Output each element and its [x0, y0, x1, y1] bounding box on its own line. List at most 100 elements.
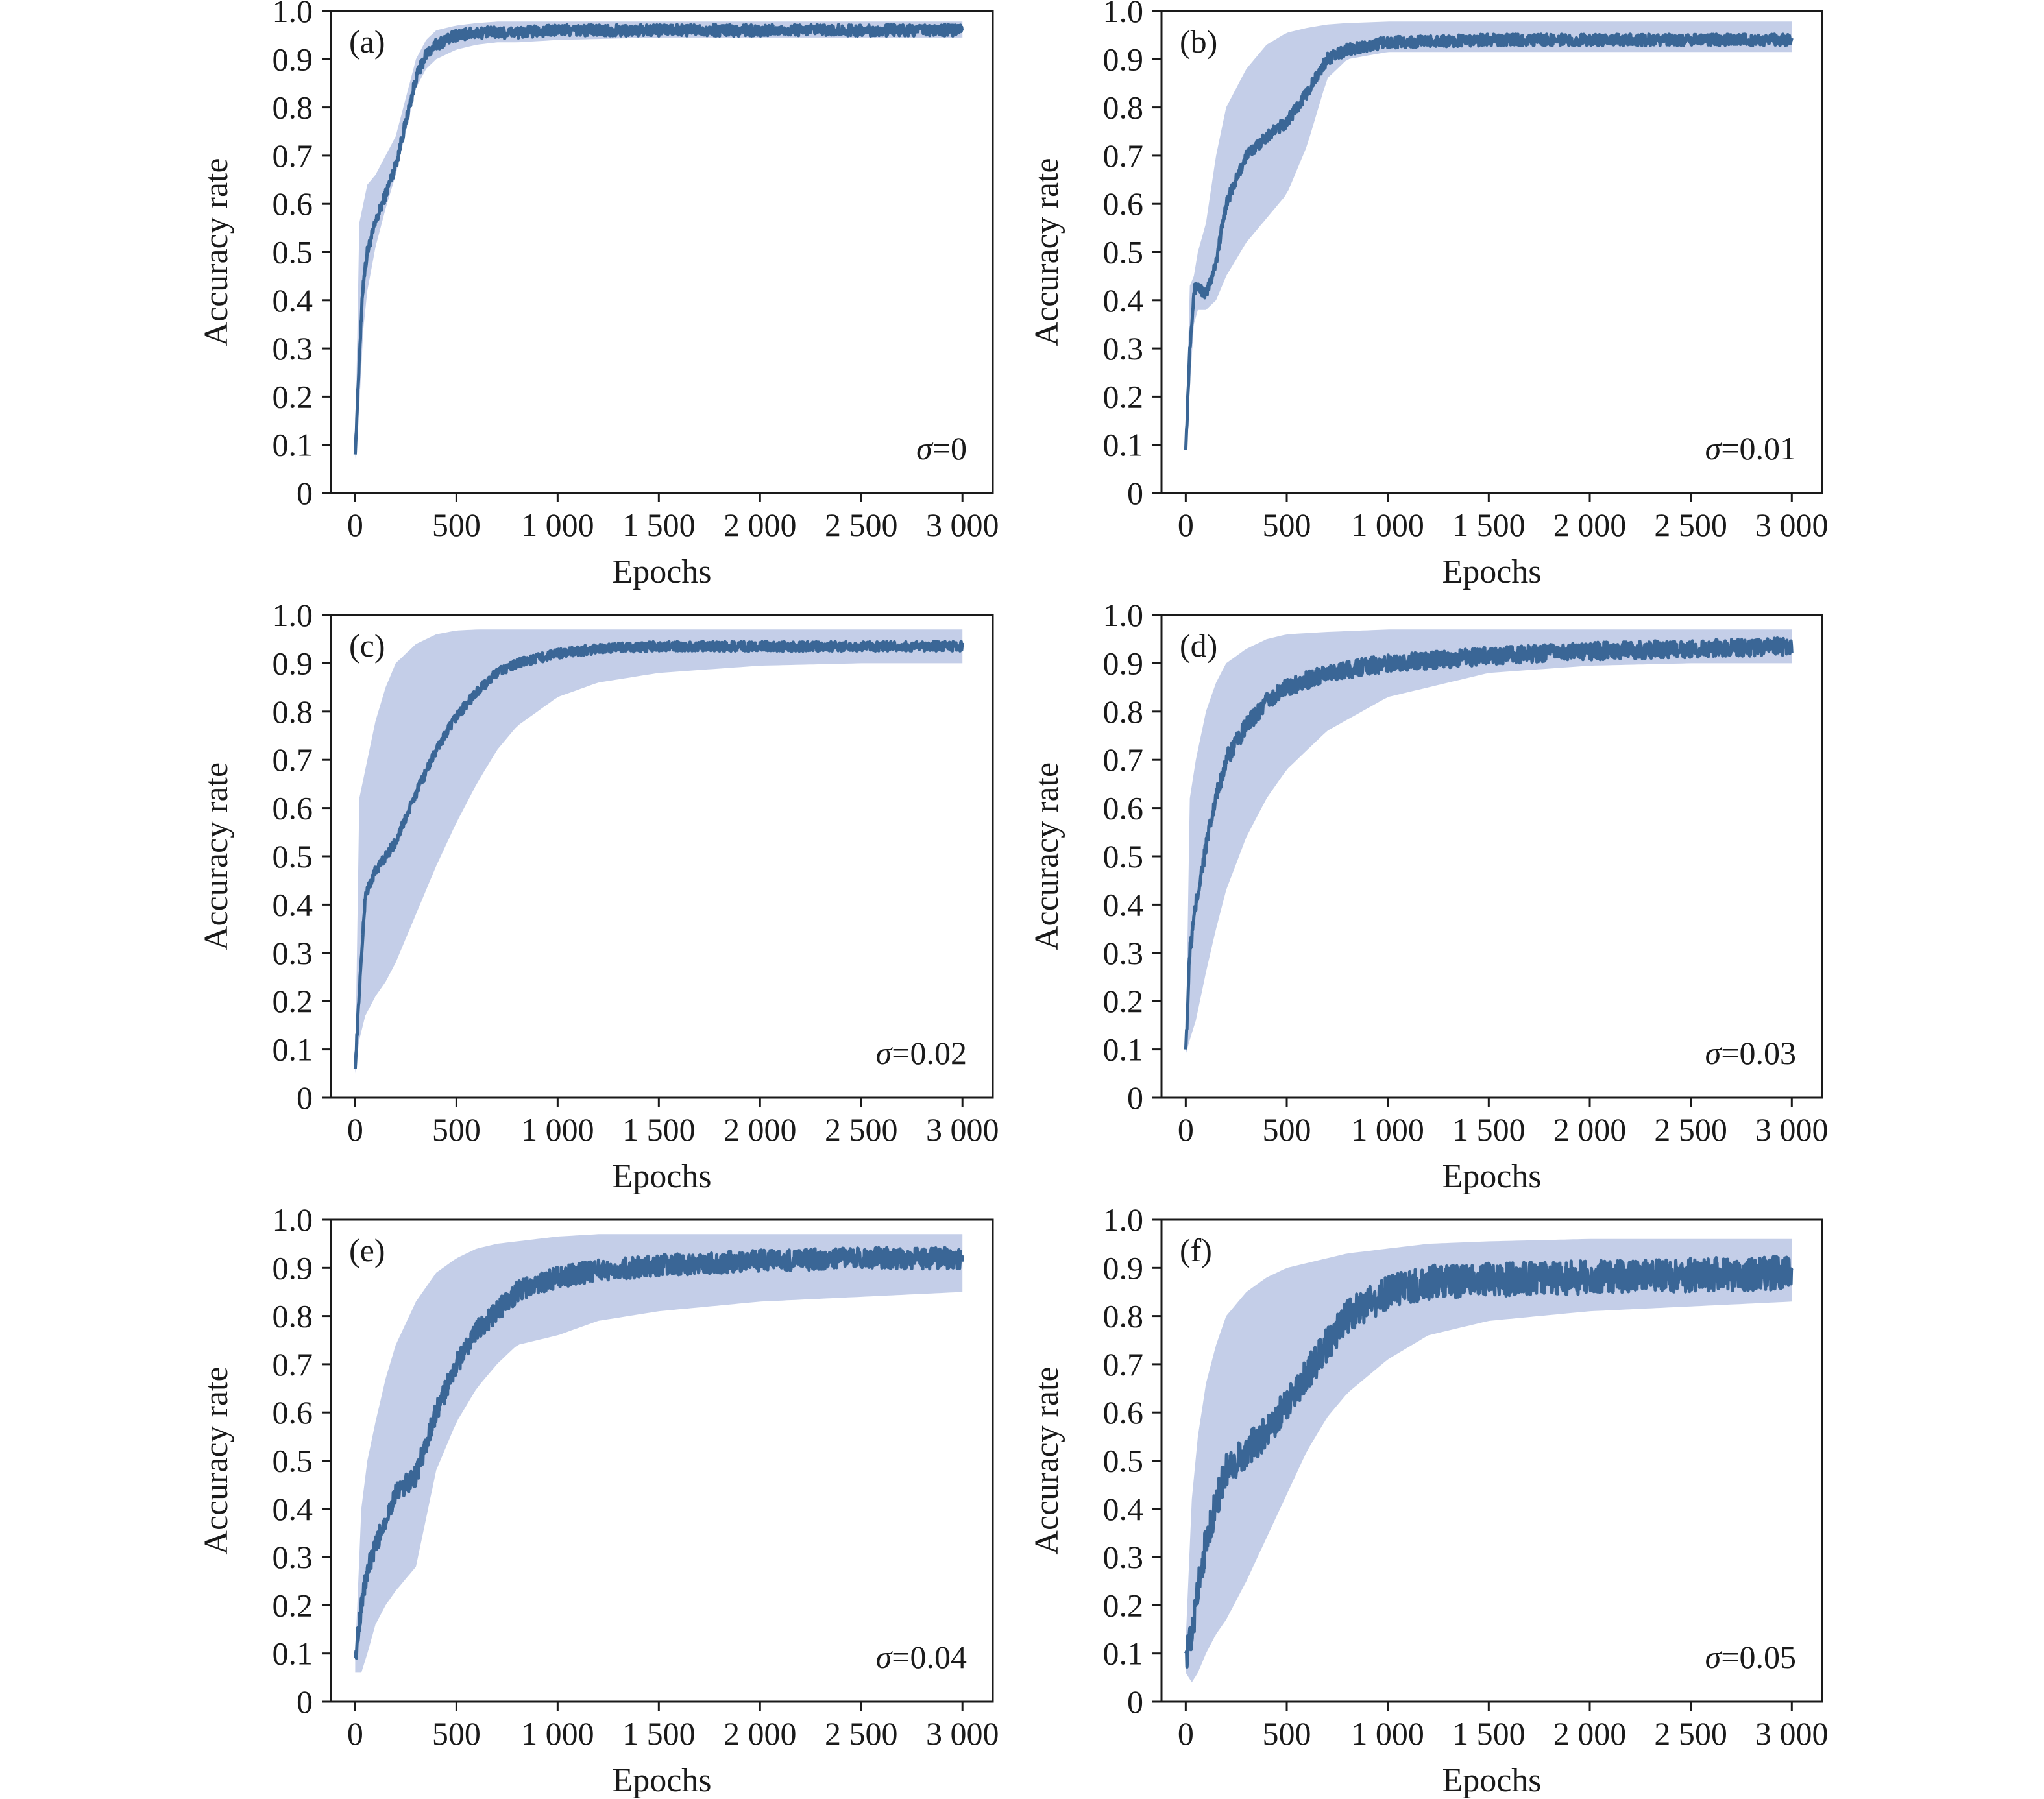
confidence-band	[1186, 629, 1792, 1054]
y-tick-label: 1.0	[273, 1201, 313, 1238]
panel-label: (a)	[349, 23, 385, 60]
y-tick-label: 0.7	[1103, 1346, 1144, 1382]
y-tick-label: 0.3	[1103, 1539, 1144, 1575]
accuracy-line	[1184, 32, 1794, 450]
y-tick-label: 0.1	[273, 427, 313, 463]
y-axis-title: Accuracy rate	[198, 158, 235, 346]
y-axis-title: Accuracy rate	[1028, 762, 1065, 950]
y-tick-label: 0.7	[273, 138, 313, 174]
y-axis-title: Accuracy rate	[1028, 158, 1065, 346]
y-tick-label: 0	[297, 1080, 313, 1116]
confidence-band	[355, 21, 963, 460]
y-tick-label: 0	[1127, 1080, 1143, 1116]
x-tick-label: 0	[1178, 1111, 1194, 1148]
y-axis-title: Accuracy rate	[1028, 1366, 1065, 1554]
chart-panel-3: 0 500 1 000 1 500 2 000 2 500 3 000 0 0.1 0.2 0.3 0…	[198, 597, 999, 1195]
y-tick-label: 0.4	[1103, 1491, 1144, 1527]
y-tick-label: 0.1	[273, 1636, 313, 1672]
y-tick-label: 0.2	[1103, 1587, 1144, 1623]
accuracy-line	[353, 23, 964, 455]
y-tick-label: 0.5	[1103, 234, 1144, 271]
y-tick-label: 0.3	[273, 935, 313, 971]
x-tick-label: 2 000	[724, 507, 797, 543]
y-tick-label: 0.3	[1103, 330, 1144, 367]
y-tick-label: 0.2	[273, 1587, 313, 1623]
x-axis-title: Epochs	[1442, 553, 1541, 590]
x-tick-label: 500	[432, 1715, 481, 1752]
y-tick-label: 1.0	[1103, 1201, 1144, 1238]
y-tick-label: 0.9	[273, 1250, 313, 1286]
x-tick-label: 2 500	[825, 1715, 898, 1752]
accuracy-line	[353, 1246, 964, 1660]
y-axis-title: Accuracy rate	[198, 1366, 235, 1554]
x-tick-label: 1 500	[1452, 1715, 1526, 1752]
x-tick-label: 2 000	[1553, 507, 1627, 543]
accuracy-line	[1184, 636, 1794, 1050]
y-tick-label: 0.6	[273, 186, 313, 222]
x-tick-label: 500	[1263, 507, 1311, 543]
x-tick-label: 3 000	[926, 1111, 999, 1148]
y-tick-label: 0.4	[1103, 886, 1144, 923]
sigma-annotation: σ=0.04	[876, 1639, 967, 1675]
x-axis-title: Epochs	[1442, 1158, 1541, 1195]
sigma-annotation: σ=0.05	[1705, 1639, 1796, 1675]
y-tick-label: 0.2	[1103, 983, 1144, 1019]
y-tick-label: 0.6	[273, 790, 313, 827]
y-tick-label: 0	[297, 1684, 313, 1720]
y-tick-label: 0.1	[273, 1032, 313, 1068]
y-tick-label: 0.2	[273, 378, 313, 415]
x-tick-label: 500	[1263, 1111, 1311, 1148]
y-tick-label: 0.8	[273, 694, 313, 730]
chart-panel-5: 0 500 1 000 1 500 2 000 2 500 3 000 0 0.1 0.2 0.3 0…	[198, 1201, 999, 1799]
x-tick-label: 2 000	[724, 1111, 797, 1148]
x-tick-label: 2 500	[825, 1111, 898, 1148]
x-axis-title: Epochs	[612, 1762, 711, 1799]
panel-label: (c)	[349, 627, 385, 664]
confidence-band	[355, 1234, 963, 1673]
x-tick-label: 1 000	[1351, 1111, 1424, 1148]
confidence-band	[1186, 1238, 1792, 1683]
y-tick-label: 0.7	[273, 742, 313, 778]
y-tick-label: 1.0	[273, 0, 313, 29]
y-tick-label: 0.2	[1103, 378, 1144, 415]
y-tick-label: 0.7	[1103, 742, 1144, 778]
x-tick-label: 2 000	[724, 1715, 797, 1752]
y-tick-label: 0	[1127, 1684, 1143, 1720]
x-tick-label: 2 000	[1553, 1111, 1627, 1148]
y-tick-label: 0.5	[1103, 1443, 1144, 1479]
x-tick-label: 2 500	[1654, 507, 1727, 543]
sigma-annotation: σ=0.03	[1705, 1035, 1796, 1071]
sigma-annotation: σ=0.02	[876, 1035, 967, 1071]
x-tick-label: 3 000	[926, 507, 999, 543]
x-tick-label: 0	[347, 507, 363, 543]
y-tick-label: 0.8	[1103, 90, 1144, 126]
y-tick-label: 0.5	[273, 234, 313, 271]
y-tick-label: 0.9	[273, 41, 313, 77]
panel-label: (b)	[1180, 23, 1217, 60]
y-tick-label: 0.6	[1103, 1394, 1144, 1431]
x-tick-label: 1 000	[1351, 1715, 1424, 1752]
x-tick-label: 3 000	[926, 1715, 999, 1752]
x-tick-label: 500	[1263, 1715, 1311, 1752]
x-tick-label: 1 000	[521, 507, 594, 543]
x-tick-label: 3 000	[1755, 1715, 1829, 1752]
x-tick-label: 500	[432, 1111, 481, 1148]
x-tick-label: 2 000	[1553, 1715, 1627, 1752]
x-tick-label: 500	[432, 507, 481, 543]
y-tick-label: 0.6	[1103, 790, 1144, 827]
y-tick-label: 0.3	[273, 330, 313, 367]
x-tick-label: 3 000	[1755, 507, 1829, 543]
x-axis-title: Epochs	[1442, 1762, 1541, 1799]
sigma-annotation: σ=0	[916, 430, 967, 466]
y-tick-label: 0.8	[1103, 1298, 1144, 1334]
x-tick-label: 1 500	[622, 1715, 696, 1752]
y-tick-label: 1.0	[1103, 597, 1144, 633]
accuracy-line	[1184, 1255, 1794, 1669]
x-tick-label: 0	[347, 1111, 363, 1148]
y-tick-label: 0.8	[273, 90, 313, 126]
y-tick-label: 0.9	[273, 645, 313, 681]
y-tick-label: 0.3	[1103, 935, 1144, 971]
y-tick-label: 0.5	[273, 1443, 313, 1479]
y-tick-label: 0	[297, 475, 313, 511]
